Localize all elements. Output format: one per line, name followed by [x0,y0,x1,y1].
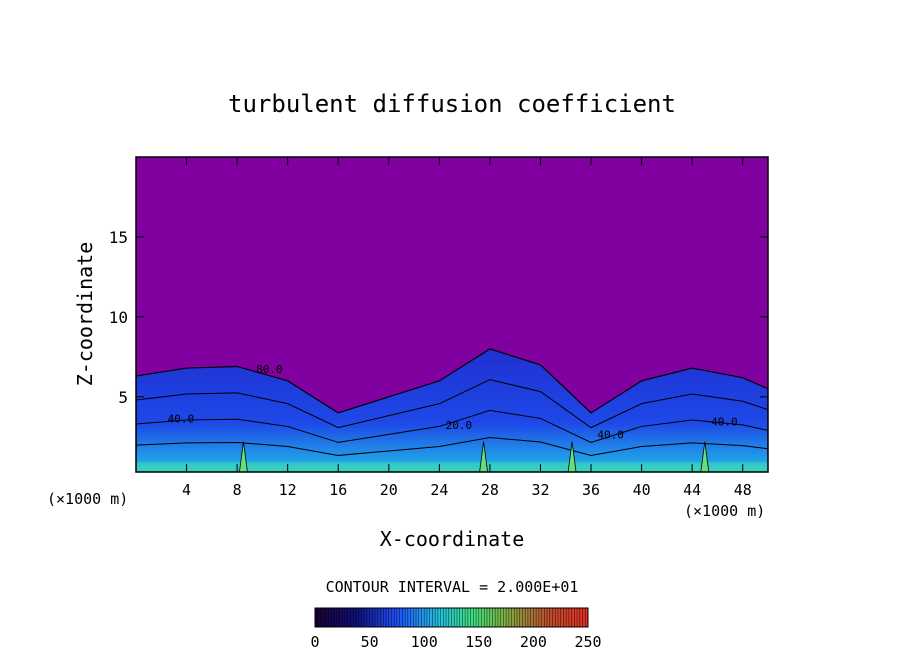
contour-label: 20.0 [446,419,473,432]
contour-label: 40.0 [597,428,624,441]
colorbar-tick-label: 200 [520,633,547,651]
x-unit-label-left: (×1000 m) [47,490,128,508]
plume [239,441,248,472]
x-tick-label: 48 [734,481,752,499]
y-tick-label: 15 [109,228,128,247]
x-tick-label: 36 [582,481,600,499]
colorbar: 0 50 100 150 200 250 [310,607,602,651]
colorbar-tick-label: 150 [465,633,492,651]
y-axis: 5 10 15 [109,228,768,407]
surface-layer [136,462,768,472]
x-axis-label: X-coordinate [380,527,525,551]
y-tick-label: 10 [109,308,128,327]
contour-label: 80.0 [256,363,283,376]
cloud-region [136,348,768,472]
contour-line [136,409,768,472]
plume [567,441,577,472]
contour-label: 40.0 [711,416,738,429]
x-tick-label: 44 [683,481,701,499]
x-unit-label-right: (×1000 m) [684,502,765,520]
x-axis: 4 8 12 16 20 24 28 32 36 40 44 48 [182,157,752,499]
x-tick-label: 28 [481,481,499,499]
x-tick-label: 24 [430,481,448,499]
plume [479,441,489,472]
plot-area: 40.0 40.0 80.0 20.0 40.0 [136,157,768,472]
x-tick-label: 32 [531,481,549,499]
colorbar-tick-label: 50 [361,633,379,651]
colorbar-tick-label: 250 [574,633,601,651]
contour-interval-text: CONTOUR INTERVAL = 2.000E+01 [326,578,579,596]
contour-label: 40.0 [168,412,195,425]
colorbar-tick-label: 0 [310,633,319,651]
y-tick-label: 5 [118,388,128,407]
x-tick-label: 40 [633,481,651,499]
cloud-field: 40.0 40.0 80.0 20.0 40.0 [136,348,768,472]
y-axis-label: Z-coordinate [73,242,97,387]
plume [700,441,710,472]
x-tick-label: 16 [329,481,347,499]
colorbar-tick-label: 100 [411,633,438,651]
plot-frame [135,156,769,473]
colorbar-lines [314,608,589,627]
x-tick-label: 12 [279,481,297,499]
x-tick-label: 4 [182,481,191,499]
x-tick-label: 8 [233,481,242,499]
contour-line [136,379,768,472]
colorbar-ticks: 0 50 100 150 200 250 [310,633,601,651]
x-tick-label: 20 [380,481,398,499]
contour-line [136,437,768,472]
chart-title: turbulent diffusion coefficient [228,90,676,118]
